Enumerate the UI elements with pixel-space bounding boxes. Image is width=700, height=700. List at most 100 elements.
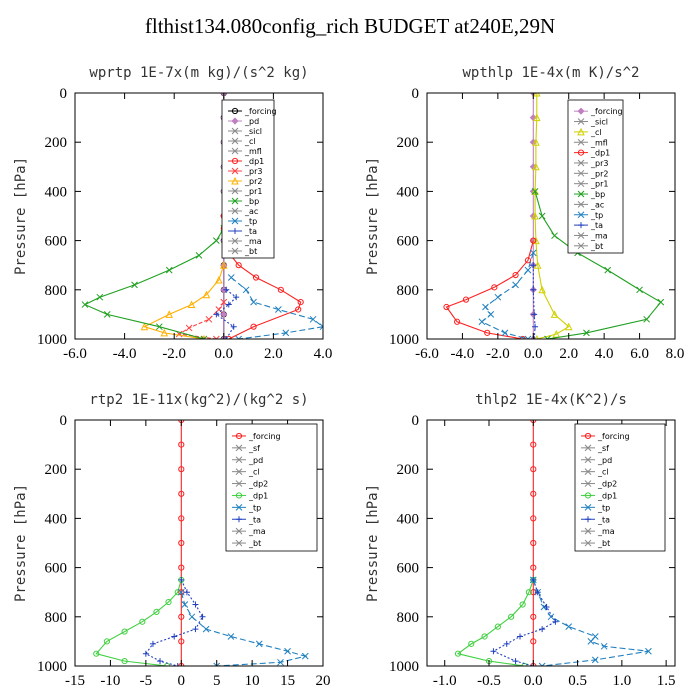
y-tick-label: 1000 [389,332,419,348]
legend-marker [235,480,243,487]
legend-label: _pr2 [244,177,262,186]
data-point [530,638,537,645]
legend-marker [231,176,239,185]
series-ta [213,286,240,339]
legend-label: _pd [248,456,263,465]
data-point [539,626,546,633]
data-point [178,564,185,571]
data-point [517,633,523,640]
chart-panel-3: rtp2 1E-11x(kg^2)/(kg^2 s) Pressure [hPa]… [13,392,331,689]
data-point [215,275,223,284]
series-line [445,240,534,339]
data-point [165,266,173,274]
data-point [529,249,537,257]
series-tp [529,576,652,666]
data-point [213,662,221,666]
series-line [534,191,662,339]
data-point [530,490,537,497]
data-point [192,626,199,633]
y-tick-label: 600 [397,234,420,250]
legend-label: _pr3 [244,167,262,176]
series-line [480,252,534,339]
legend-label: _ta [590,221,603,230]
series-bp [531,188,665,339]
data-point [235,262,242,269]
legend-marker [235,468,243,476]
legend-label: _bt [590,242,603,251]
data-point [530,564,537,571]
y-tick-label: 400 [45,511,68,527]
legend-marker [584,480,592,487]
data-point [530,539,537,547]
data-point [551,232,558,240]
data-point [454,650,462,657]
data-point [223,286,230,293]
figure-title: flthist134.080config_rich BUDGET at240E,… [144,14,556,38]
data-point [524,257,532,264]
legend-box [567,99,624,254]
data-point [297,299,304,306]
legend-label: _tp [248,503,261,512]
data-point [494,293,502,301]
data-point [199,613,206,620]
x-tick-label: 0 [178,673,186,689]
legend-marker [577,180,585,188]
legend-marker [577,149,585,156]
legend-label: _pd [597,456,612,465]
data-point [530,286,537,293]
data-point [165,310,174,318]
data-point [202,625,210,633]
data-point [220,310,228,318]
legend-label: _tp [244,217,257,226]
data-point [512,271,519,279]
data-point [643,315,651,323]
data-point [81,301,89,308]
series-line [456,579,534,666]
data-point [277,658,284,666]
data-point [587,638,595,645]
series-dp1 [443,237,537,339]
legend-label: _cl [248,468,260,477]
y-tick-label: 400 [397,184,420,200]
y-tick-label: 0 [60,413,68,429]
legend-marker [577,201,585,208]
data-point [178,589,185,596]
y-tick-label: 800 [397,610,420,626]
data-point [171,633,178,640]
y-tick-label: 800 [397,283,420,299]
data-point [538,212,546,220]
data-point [645,647,652,655]
plot-frame [74,92,324,340]
legend-marker [231,207,239,215]
data-point [531,188,539,195]
data-point [225,301,232,308]
legend-label: _pr2 [590,169,608,178]
legend-label: _mfl [590,138,608,147]
data-point [530,466,537,473]
legend: _forcing_pd_sicl_cl_mfl_dp1_pr3_pr2_pr1_… [221,99,277,259]
data-point [157,658,164,665]
y-tick-label: 0 [412,86,420,102]
y-tick-label: 0 [412,413,420,429]
legend-marker [584,492,592,499]
legend-label: _dp1 [597,491,617,500]
data-point [530,576,537,583]
legend-label: _bt [244,247,257,256]
series-pr2 [140,261,228,339]
data-point [524,335,532,339]
legend-marker [584,468,592,476]
legend-label: _sf [248,444,260,453]
x-tick-label: -10 [100,673,120,689]
y-tick-label: 200 [45,462,68,478]
legend-marker [231,217,239,225]
data-point [252,274,260,281]
legend-marker [231,197,239,205]
legend-marker [235,444,243,452]
y-tick-label: 800 [45,610,68,626]
data-point [604,266,612,274]
x-tick-label: -4.0 [451,346,475,362]
data-point [550,310,559,318]
data-point [494,623,501,630]
data-point [484,329,491,336]
data-point [181,601,189,608]
